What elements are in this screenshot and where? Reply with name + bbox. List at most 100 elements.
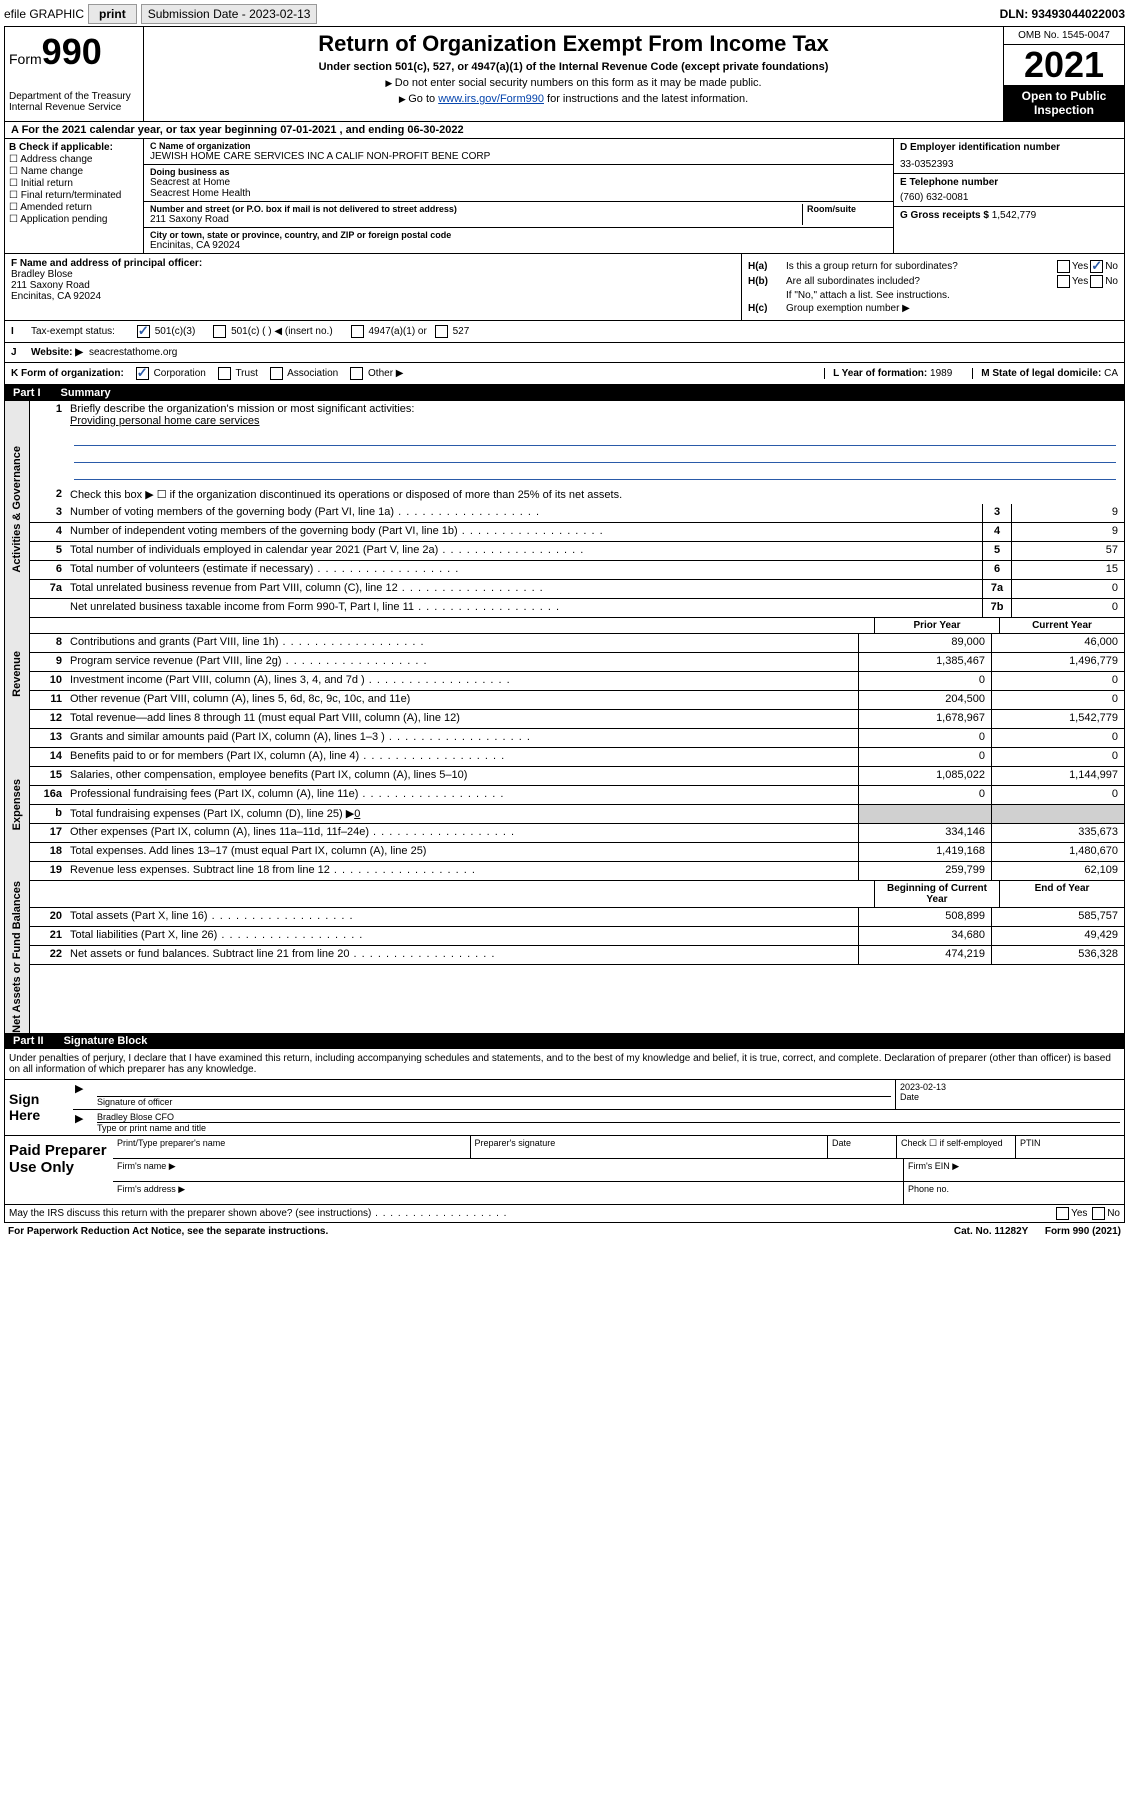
firm-addr: Firm's address ▶ [113,1182,903,1204]
org-name-label: C Name of organization [150,141,887,151]
row-a: A For the 2021 calendar year, or tax yea… [5,122,1124,139]
officer-name: Bradley Blose [11,269,735,280]
hb-no-checkbox[interactable] [1090,275,1103,288]
exp-tab: Expenses [5,729,30,881]
l1-text: Briefly describe the organization's miss… [70,403,1120,415]
form-title: Return of Organization Exempt From Incom… [152,31,995,57]
discuss-row: May the IRS discuss this return with the… [5,1204,1124,1222]
open-public: Open to Public Inspection [1004,85,1124,121]
line-22: 22Net assets or fund balances. Subtract … [30,946,1124,965]
col-b-title: B Check if applicable: [9,142,139,153]
4947-checkbox[interactable] [351,325,364,338]
l4-text: Number of independent voting members of … [66,523,982,541]
line-7b: Net unrelated business taxable income fr… [30,599,1124,618]
pp-ptin: PTIN [1015,1136,1124,1158]
form-number: Form990 [9,31,139,73]
discuss-no-checkbox[interactable] [1092,1207,1105,1220]
rev-tab: Revenue [5,618,30,729]
header-center: Return of Organization Exempt From Incom… [144,27,1003,121]
dba2: Seacrest Home Health [150,188,887,199]
discuss-yes-checkbox[interactable] [1056,1207,1069,1220]
note2-post: for instructions and the latest informat… [544,93,748,105]
footer-right: Cat. No. 11282Y Form 990 (2021) [954,1226,1121,1237]
row-k: K Form of organization: Corporation Trus… [5,363,1124,385]
omb-number: OMB No. 1545-0047 [1004,27,1124,45]
assoc-checkbox[interactable] [270,367,283,380]
phone-row: E Telephone number (760) 632-0081 [894,174,1124,207]
prior-year-head: Prior Year [874,618,999,633]
form-ref: Form 990 (2021) [1045,1226,1121,1237]
rev-col-header: Prior Year Current Year [30,618,1124,634]
part2-title: Signature Block [64,1035,148,1047]
line-13: 13Grants and similar amounts paid (Part … [30,729,1124,748]
mission-text: Providing personal home care services [70,415,1120,427]
form-org-label: K Form of organization: [11,368,124,379]
website-val: seacrestathome.org [89,347,177,358]
paid-label: Paid Preparer Use Only [5,1136,113,1204]
col-c: C Name of organization JEWISH HOME CARE … [144,139,893,253]
note-ssn: Do not enter social security numbers on … [152,77,995,89]
line-12: 12Total revenue—add lines 8 through 11 (… [30,710,1124,729]
sig-officer-cell: Signature of officer [93,1080,895,1109]
l7b-val: 0 [1011,599,1124,617]
firm-name: Firm's name ▶ [113,1159,903,1181]
row-i: I Tax-exempt status: 501(c)(3) 501(c) ( … [5,321,1124,343]
addr-val: 211 Saxony Road [150,214,802,225]
dln: DLN: 93493044022003 [1000,7,1125,21]
tax-status-label: Tax-exempt status: [31,326,115,337]
col-f: F Name and address of principal officer:… [5,254,742,320]
open2: Inspection [1006,103,1122,117]
header-right: OMB No. 1545-0047 2021 Open to Public In… [1003,27,1124,121]
sig-name-row: ▶ Bradley Blose CFO Type or print name a… [73,1110,1124,1135]
dba-row: Doing business as Seacrest at Home Seacr… [144,165,893,202]
paid-row-3: Firm's address ▶ Phone no. [113,1182,1124,1204]
officer-addr: 211 Saxony Road [11,280,735,291]
l7a-val: 0 [1011,580,1124,598]
dba1: Seacrest at Home [150,177,887,188]
org-name: JEWISH HOME CARE SERVICES INC A CALIF NO… [150,151,887,162]
l6-val: 15 [1011,561,1124,579]
efile-label: efile GRAPHIC [4,7,84,21]
chk-name[interactable]: ☐ Name change [9,166,139,177]
527-checkbox[interactable] [435,325,448,338]
ha-no-checkbox[interactable] [1090,260,1103,273]
other-checkbox[interactable] [350,367,363,380]
dba-label: Doing business as [150,167,887,177]
trust-checkbox[interactable] [218,367,231,380]
501c3-checkbox[interactable] [137,325,150,338]
form-word: Form [9,51,42,67]
discuss-text: May the IRS discuss this return with the… [9,1208,507,1219]
pp-sig: Preparer's signature [470,1136,828,1158]
part1-header: Part I Summary [5,385,1124,401]
line-6: 6Total number of volunteers (estimate if… [30,561,1124,580]
line-20: 20Total assets (Part X, line 16) 508,899… [30,908,1124,927]
gross-label: G Gross receipts $ [900,210,989,221]
print-button[interactable]: print [88,4,137,24]
501c-checkbox[interactable] [213,325,226,338]
beg-year-head: Beginning of Current Year [874,881,999,907]
hb-yes-checkbox[interactable] [1057,275,1070,288]
net-col-header: Beginning of Current Year End of Year [30,881,1124,908]
line-9: 9Program service revenue (Part VIII, lin… [30,653,1124,672]
note-link: Go to www.irs.gov/Form990 for instructio… [152,93,995,105]
chk-pending[interactable]: ☐ Application pending [9,214,139,225]
tax-year: 2021 [1004,45,1124,85]
chk-address[interactable]: ☐ Address change [9,154,139,165]
line-16b: bTotal fundraising expenses (Part IX, co… [30,805,1124,824]
curr-year-head: Current Year [999,618,1124,633]
pp-name: Print/Type preparer's name [113,1136,470,1158]
sig-date-cell: 2023-02-13 Date [895,1080,1124,1109]
website-label: Website: ▶ [31,347,83,358]
sig-name-cell: Bradley Blose CFO Type or print name and… [93,1110,1124,1135]
part2-num: Part II [13,1035,44,1047]
line-18: 18Total expenses. Add lines 13–17 (must … [30,843,1124,862]
firm-ein: Firm's EIN ▶ [903,1159,1124,1181]
chk-amended[interactable]: ☐ Amended return [9,202,139,213]
ha-line: H(a) Is this a group return for subordin… [748,260,1118,273]
corp-checkbox[interactable] [136,367,149,380]
chk-final[interactable]: ☐ Final return/terminated [9,190,139,201]
chk-initial[interactable]: ☐ Initial return [9,178,139,189]
irs-link[interactable]: www.irs.gov/Form990 [438,93,544,105]
ha-yes-checkbox[interactable] [1057,260,1070,273]
top-bar: efile GRAPHIC print Submission Date - 20… [4,4,1125,24]
